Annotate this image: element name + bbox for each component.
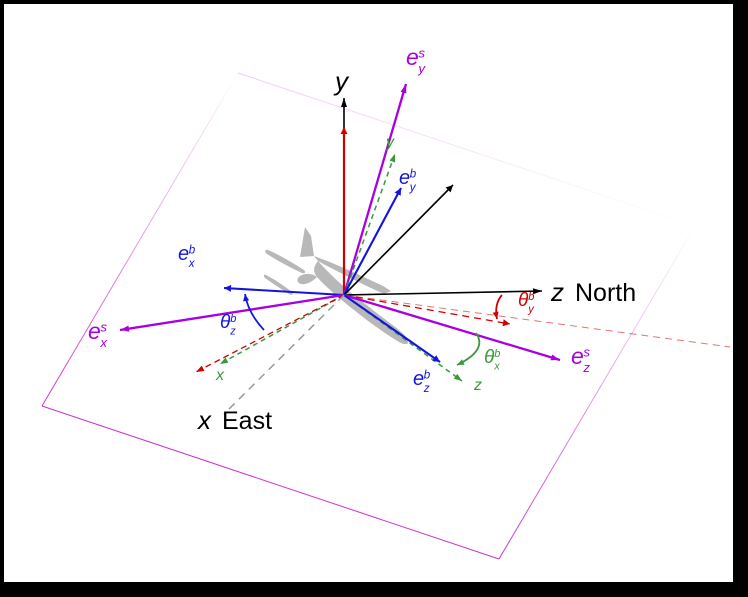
svg-text:b: b bbox=[230, 313, 236, 325]
svg-text:z: z bbox=[423, 382, 430, 395]
svg-text:North: North bbox=[575, 279, 636, 307]
svg-text:b: b bbox=[410, 168, 417, 181]
svg-text:s: s bbox=[583, 345, 590, 360]
svg-text:e: e bbox=[178, 243, 189, 265]
svg-text:z: z bbox=[229, 326, 236, 338]
svg-text:z: z bbox=[473, 377, 482, 394]
svg-text:s: s bbox=[100, 320, 107, 335]
svg-text:b: b bbox=[494, 348, 500, 360]
svg-text:x: x bbox=[99, 335, 108, 350]
svg-text:e: e bbox=[399, 167, 410, 189]
svg-text:y: y bbox=[385, 134, 395, 151]
svg-text:x: x bbox=[196, 405, 212, 435]
svg-text:z: z bbox=[550, 277, 564, 307]
svg-text:y: y bbox=[409, 181, 417, 194]
svg-text:e: e bbox=[571, 343, 584, 369]
svg-text:y: y bbox=[527, 304, 535, 316]
svg-text:e: e bbox=[406, 44, 419, 70]
svg-text:East: East bbox=[222, 407, 272, 435]
svg-text:z: z bbox=[582, 360, 590, 375]
svg-text:x: x bbox=[215, 367, 225, 384]
svg-text:x: x bbox=[493, 361, 500, 373]
svg-text:s: s bbox=[418, 46, 425, 61]
svg-text:e: e bbox=[413, 368, 424, 390]
svg-text:y: y bbox=[333, 66, 350, 96]
svg-text:b: b bbox=[528, 291, 534, 303]
svg-text:x: x bbox=[188, 257, 196, 270]
svg-text:b: b bbox=[424, 369, 431, 382]
svg-text:y: y bbox=[417, 61, 426, 76]
svg-text:e: e bbox=[88, 318, 101, 344]
svg-text:b: b bbox=[189, 244, 196, 257]
